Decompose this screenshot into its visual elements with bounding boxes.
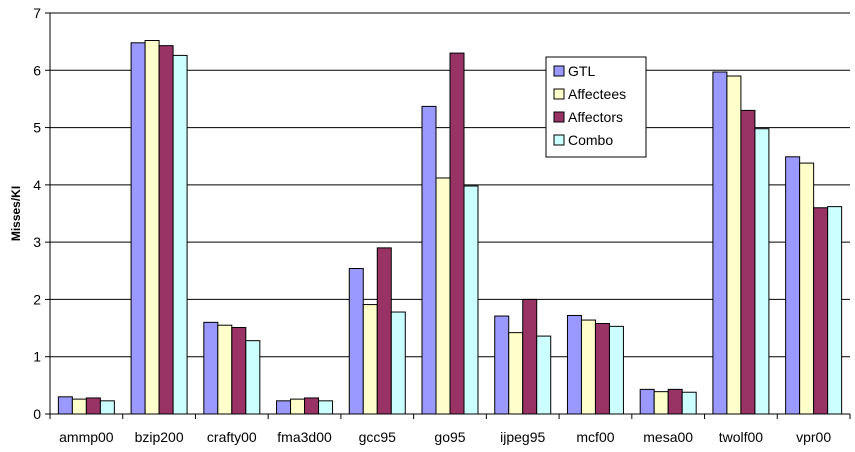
y-tick-label: 2: [33, 291, 41, 307]
y-tick-label: 0: [33, 406, 41, 422]
bar-gtl-ijpeg95: [494, 315, 510, 415]
bar-affectees-twolf00: [726, 75, 742, 415]
bar-affectors-ijpeg95: [522, 298, 538, 415]
bar-affectees-bzip200: [144, 39, 160, 415]
bar-combo-go95: [463, 185, 479, 415]
x-tick-label: mesa00: [643, 429, 693, 445]
x-tick-label: go95: [434, 429, 465, 445]
bar-gtl-gcc95: [348, 267, 364, 415]
bar-combo-gcc95: [390, 311, 406, 415]
y-tick-label: 4: [33, 177, 41, 193]
bar-affectees-mcf00: [580, 319, 596, 415]
bar-combo-ammp00: [99, 400, 115, 415]
bar-affectees-ammp00: [71, 398, 87, 415]
bar-gtl-mesa00: [639, 388, 655, 415]
legend-label: Combo: [568, 132, 613, 148]
legend-label: Affectors: [568, 109, 623, 125]
x-tick-label: ijpeg95: [500, 429, 545, 445]
bar-affectors-bzip200: [158, 45, 174, 415]
bar-affectees-fma3d00: [290, 398, 306, 415]
legend-swatch-combo: [553, 134, 565, 146]
bar-combo-twolf00: [754, 128, 770, 415]
x-tick-label: twolf00: [719, 429, 764, 445]
legend-swatch-affectees: [553, 88, 565, 100]
legend-label: Affectees: [568, 86, 626, 102]
bar-combo-bzip200: [172, 54, 188, 415]
x-tick-label: gcc95: [359, 429, 397, 445]
bar-gtl-twolf00: [712, 71, 728, 415]
bar-affectors-vpr00: [813, 207, 829, 415]
bar-affectees-mesa00: [653, 391, 669, 415]
legend-swatch-affectors: [553, 111, 565, 123]
bar-gtl-vpr00: [785, 156, 801, 415]
bar-combo-crafty00: [245, 340, 261, 415]
bar-gtl-crafty00: [203, 321, 219, 415]
y-axis-title: Misses/KI: [9, 186, 23, 241]
x-tick-label: crafty00: [207, 429, 257, 445]
y-tick-label: 6: [33, 62, 41, 78]
bar-affectors-gcc95: [376, 247, 392, 415]
bar-combo-fma3d00: [318, 400, 334, 415]
legend-label: GTL: [568, 63, 595, 79]
bar-affectees-ijpeg95: [508, 332, 524, 415]
bar-affectees-go95: [435, 177, 451, 415]
bar-affectees-gcc95: [362, 304, 378, 415]
bar-gtl-mcf00: [566, 314, 582, 415]
bar-gtl-bzip200: [130, 42, 146, 415]
bar-affectors-fma3d00: [304, 397, 320, 415]
legend-swatch-gtl: [553, 65, 565, 77]
y-tick-label: 5: [33, 120, 41, 136]
bar-combo-ijpeg95: [536, 335, 552, 415]
bar-gtl-go95: [421, 105, 437, 415]
bar-combo-mcf00: [608, 325, 624, 415]
y-tick-label: 7: [33, 5, 41, 21]
bar-affectors-mesa00: [667, 388, 683, 415]
bar-affectors-go95: [449, 52, 465, 415]
bar-combo-vpr00: [827, 206, 843, 415]
y-tick-label: 1: [33, 349, 41, 365]
bar-gtl-fma3d00: [276, 400, 292, 415]
x-tick-label: bzip200: [135, 429, 184, 445]
bar-affectors-twolf00: [740, 109, 756, 415]
x-tick-label: vpr00: [796, 429, 831, 445]
x-tick-label: ammp00: [59, 429, 114, 445]
bar-affectees-vpr00: [799, 162, 815, 415]
x-tick-label: fma3d00: [277, 429, 332, 445]
x-tick-label: mcf00: [576, 429, 614, 445]
bar-affectees-crafty00: [217, 324, 233, 415]
bar-affectors-crafty00: [231, 326, 247, 415]
y-tick-label: 3: [33, 234, 41, 250]
bar-gtl-ammp00: [57, 396, 73, 415]
bar-affectors-ammp00: [85, 397, 101, 415]
bar-combo-mesa00: [681, 391, 697, 415]
bar-affectors-mcf00: [594, 322, 610, 415]
